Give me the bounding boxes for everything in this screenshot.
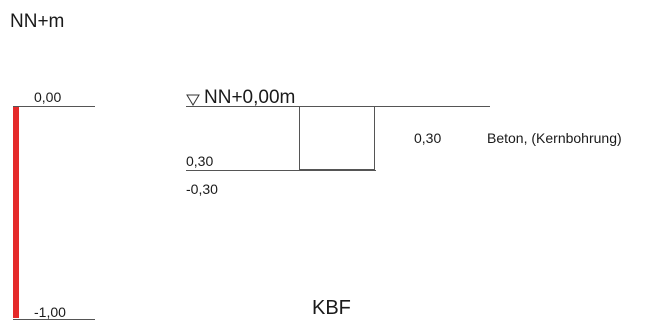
column-title: KBF bbox=[312, 297, 351, 319]
reference-level-label: NN+0,00m bbox=[204, 87, 296, 108]
water-level-triangle-icon bbox=[186, 94, 200, 106]
scale-bottom-label: -1,00 bbox=[34, 304, 66, 320]
unit-label: NN+m bbox=[10, 11, 65, 32]
layer-description: Beton, (Kernbohrung) bbox=[487, 130, 622, 146]
depth-scale-bar bbox=[13, 106, 19, 318]
scale-top-label: 0,00 bbox=[34, 89, 62, 105]
layer-thickness-label: 0,30 bbox=[414, 130, 442, 146]
layer-elevation-label: -0,30 bbox=[186, 181, 218, 197]
ground-surface-line bbox=[186, 106, 490, 107]
scale-bottom-tick bbox=[13, 319, 95, 320]
layer-depth-label: 0,30 bbox=[186, 153, 214, 169]
scale-top-tick bbox=[13, 106, 95, 107]
layer-bottom-line bbox=[186, 170, 376, 171]
layer-box bbox=[299, 106, 375, 170]
